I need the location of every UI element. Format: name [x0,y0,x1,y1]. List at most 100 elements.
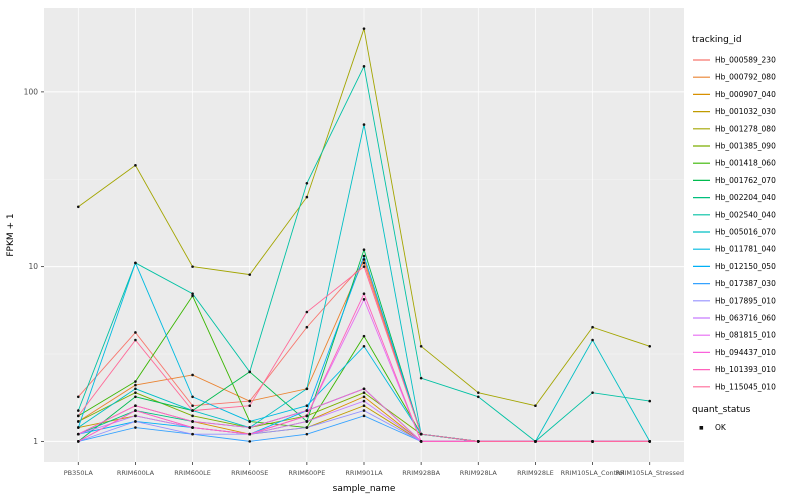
data-point [305,404,309,408]
legend-entry-label-ok: OK [715,423,727,432]
data-point [305,426,309,429]
x-tick-label: PB350LA [64,469,94,477]
data-point [305,325,309,329]
x-tick-label: RRIM901LA [345,469,383,477]
data-point [362,414,366,418]
data-point [362,345,366,348]
y-tick-label: 1 [33,437,38,446]
data-point [76,395,80,399]
data-point [305,181,309,185]
data-point [534,440,537,443]
data-point [76,440,80,443]
data-point [419,440,423,443]
data-point [362,298,366,301]
data-point [362,399,366,403]
data-point [419,345,423,348]
legend-entry-label: Hb_000792_080 [715,73,776,82]
data-point [248,404,252,408]
data-point [191,265,194,268]
data-point [648,345,652,348]
data-point [362,334,366,338]
data-point [248,420,252,423]
legend-entry-label: Hb_063716_060 [715,314,776,323]
data-point [191,294,194,298]
data-point [191,432,194,436]
data-point [591,440,594,443]
data-point [134,380,137,383]
legend-entry-label: Hb_002540_040 [715,210,776,219]
x-tick-label: RRIM105LA_Stressed [615,469,684,477]
axis-layer: 1 10 100 PB350LA RRIM600LA RRIM600LE RRIM600SE… [24,87,684,477]
data-point [362,27,366,30]
data-point [248,399,252,403]
data-point [134,420,137,423]
data-point [134,331,137,334]
data-point [419,376,423,380]
data-point [248,273,252,276]
data-point [305,409,309,412]
data-point [191,373,194,377]
data-point [305,195,309,199]
legend-entry-label: Hb_001385_090 [715,142,776,151]
legend-entry-label: Hb_001278_080 [715,124,776,133]
data-point [648,399,652,403]
data-point [191,404,194,408]
x-tick-label: RRIM600PE [288,469,325,477]
legend-title-quant-status: quant_status [692,405,751,415]
data-point [191,395,194,399]
data-point [134,395,137,399]
x-tick-label: RRIM600SE [231,469,268,477]
x-tick-label: RRIM600LE [174,469,211,477]
data-point [476,440,480,443]
data-point [591,325,594,329]
legend-entry-label: Hb_000589_230 [715,56,776,65]
data-point [362,387,366,391]
data-point [248,370,252,374]
series-layer [76,27,652,443]
data-point [134,164,137,167]
data-point [419,432,423,436]
data-point [362,65,366,68]
legend-entry-label: Hb_081815_010 [715,331,776,340]
y-axis-title: FPKM + 1 [6,213,16,256]
x-tick-label: RRIM105LA_Control [561,469,625,477]
data-point [362,265,366,268]
data-point [305,310,309,314]
legend-title-tracking-id: tracking_id [692,35,742,45]
data-point [191,420,194,423]
data-point [362,261,366,265]
data-point [134,391,137,394]
data-point [305,420,309,423]
x-tick-label: RRIM928BA [402,469,440,477]
data-point [362,254,366,258]
legend-layer: tracking_id Hb_000589_230 Hb_000792_080 Hb_… [692,35,776,432]
x-tick-label: RRIM928LA [460,469,498,477]
legend-entry-label: Hb_002204_040 [715,193,776,202]
data-point [362,292,366,295]
legend-entry-label: Hb_001032_030 [715,107,776,116]
x-tick-label: RRIM600LA [117,469,155,477]
data-point [362,395,366,399]
data-point [305,387,309,391]
data-point [134,426,137,429]
data-point [362,391,366,394]
data-point [362,409,366,412]
data-point [134,261,137,265]
data-point [305,432,309,436]
data-point [362,248,366,251]
data-point [191,409,194,412]
data-point [534,404,537,408]
legend-entry-label: Hb_001418_060 [715,159,776,168]
legend-entry-label: Hb_115045_010 [715,382,776,391]
legend-entry-label: Hb_094437_010 [715,348,776,357]
data-point [134,338,137,342]
data-point [591,338,594,342]
legend-entry-label: Hb_011781_040 [715,245,776,254]
x-tick-label: RRIM928LE [517,469,554,477]
legend-key-point-ok [699,426,704,430]
data-point [134,404,137,408]
data-point [191,426,194,429]
legend-entry-label: Hb_101393_010 [715,365,776,374]
